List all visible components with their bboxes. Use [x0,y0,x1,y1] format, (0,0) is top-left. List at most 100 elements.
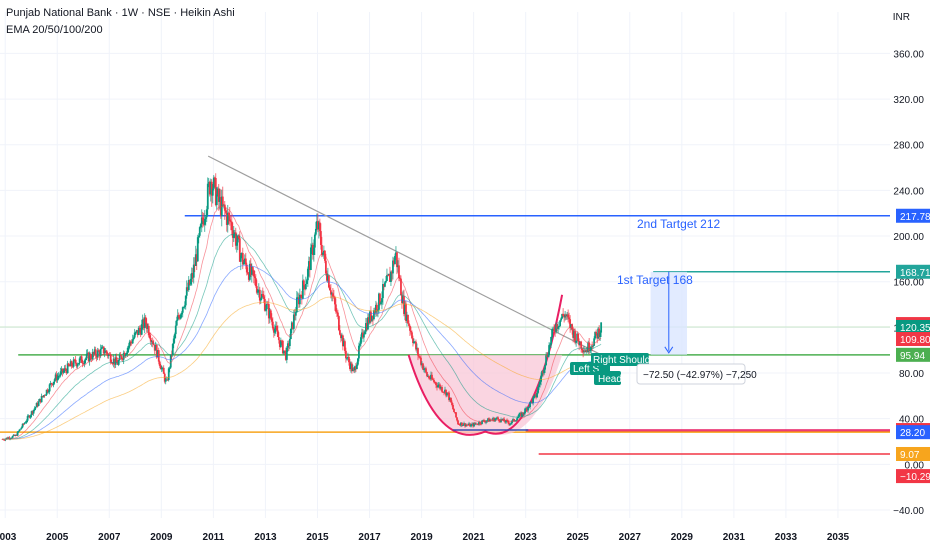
candle-body [473,423,475,427]
candle-body [495,418,497,420]
candle-body [326,275,329,281]
candle-body [513,419,515,422]
candle-body [496,417,498,419]
candle-body [270,318,273,322]
candle-body [359,343,361,346]
candle-body [207,182,210,184]
candle-body [267,304,270,319]
candle-body [39,398,42,403]
candle-body [146,325,149,329]
candle-body [419,356,421,358]
candle-body [17,431,20,432]
candle-body [171,344,174,356]
candle-body [261,294,264,297]
candle-body [104,350,107,353]
candle-body [209,181,212,195]
candle-body [448,392,450,401]
candle-body [396,252,398,268]
candle-body [34,406,37,409]
candle-body [476,423,478,425]
candle-body [205,209,208,218]
candle-body [441,387,443,392]
candle-body [324,260,327,274]
candle-body [321,252,324,255]
candle-body [328,287,331,291]
candle-body [529,402,531,408]
candle-body [353,368,355,371]
candle-body [555,324,557,332]
candle-body [142,319,145,329]
candle-body [178,316,181,319]
candle-body [124,354,127,357]
x-tick-label: 2015 [306,532,329,543]
candle-body [266,303,269,305]
candle-body [202,220,205,225]
candle-body [430,374,432,380]
candle-body [294,312,297,316]
target2-label: 2nd Tartget 212 [637,217,721,231]
candle-body [97,350,100,352]
candle-body [251,267,254,271]
candle-body [83,360,86,365]
candle-body [177,315,180,317]
x-tick-label: 2031 [723,532,746,543]
candle-body [382,284,384,299]
candle-body [64,368,67,371]
candle-body [567,314,570,318]
descending-trendline [207,155,602,356]
candle-body [106,353,109,357]
x-tick-label: 2027 [619,532,642,543]
candle-body [552,328,554,330]
candle-body [573,331,576,338]
x-tick-label: 2003 [0,532,17,543]
price-tag-bg [896,469,930,484]
candle-body [560,318,563,321]
candle-body [443,392,445,393]
candle-body [481,420,483,424]
candle-body [546,355,548,357]
candle-body [578,341,581,346]
candle-body [120,356,123,360]
candle-body [295,297,298,313]
indicator-legend: EMA 20/50/100/200 [6,24,103,36]
candle-body [122,352,125,360]
x-axis[interactable]: 2003 2005 2007 2009 2011 2013 2015 2017 2019 2021… [0,532,850,543]
y-axis[interactable]: −40.000.0040.0080.00120.00160.00200.0024… [893,49,924,517]
candle-body [482,420,484,422]
price-tag-bg [896,425,930,440]
candle-body [133,332,136,338]
candle-body [570,324,573,328]
candle-body [27,415,30,417]
candle-body [204,217,207,219]
candle-body [371,315,373,321]
candle-body [478,422,480,425]
candle-body [77,363,80,365]
candle-body [490,419,492,421]
candle-body [239,255,242,262]
candle-body [281,340,284,354]
candle-body [203,218,206,225]
candle-body [545,355,547,366]
candle-body [78,358,81,364]
candle-body [554,330,556,332]
candle-body [480,423,482,425]
candle-body [428,376,430,379]
candle-body [511,420,513,423]
annotations: 2nd Tartget 212 1st Target 168 Left S Ri… [570,217,757,385]
candle-body [403,296,405,315]
x-tick-label: 2017 [358,532,381,543]
candle-body [425,368,427,373]
currency-label: INR [892,12,910,23]
candle-body [410,330,412,333]
candle-body [438,384,440,386]
candle-body [258,289,261,301]
candle-body [534,394,536,396]
candle-body [92,352,95,354]
candle-body [65,370,68,374]
candle-body [140,324,143,335]
candle-body [76,364,79,367]
candle-body [153,344,156,351]
candle-body [379,293,381,304]
candle-body [278,340,281,347]
